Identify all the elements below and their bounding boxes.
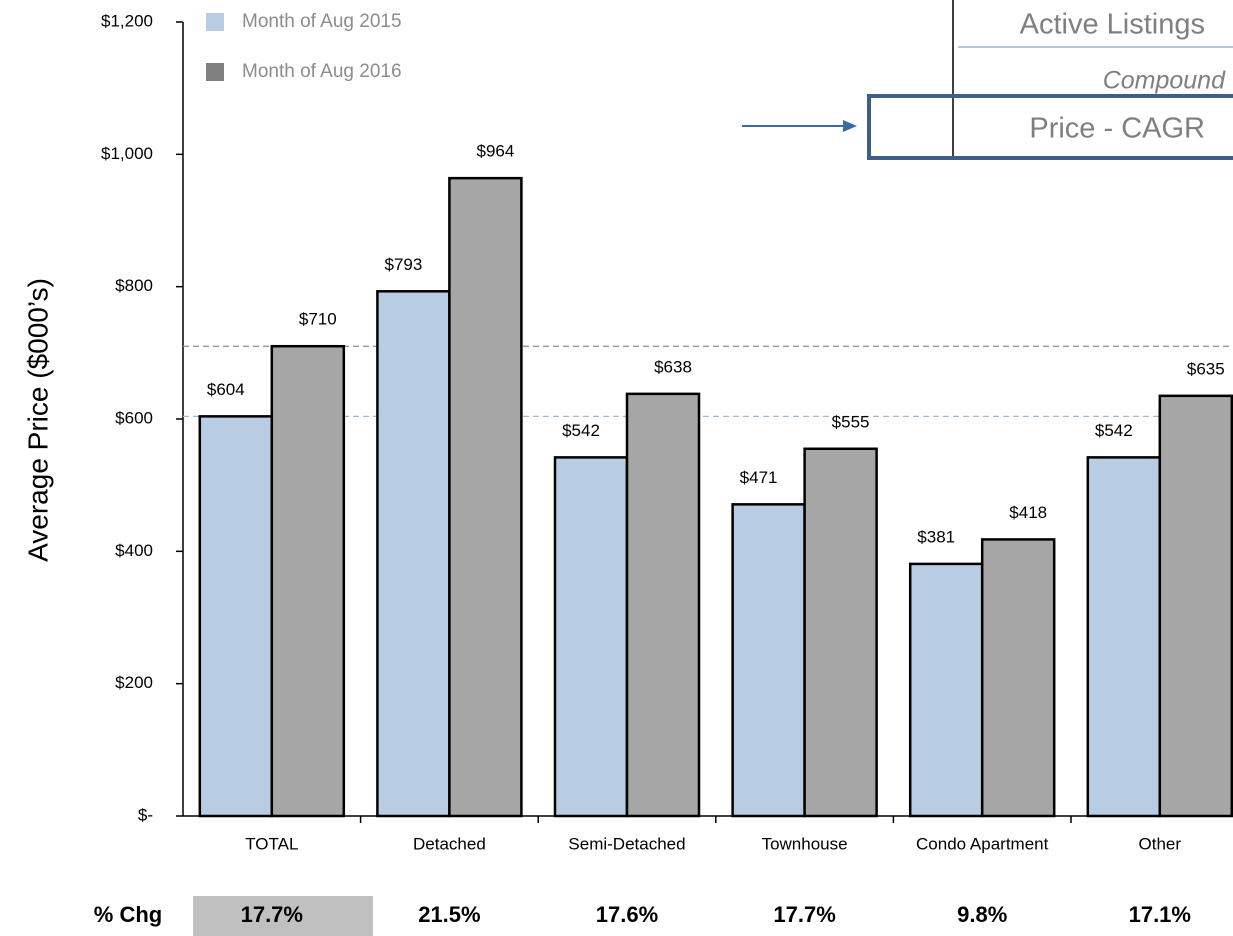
legend-label: Month of Aug 2015 (242, 11, 402, 32)
x-tick-label: TOTAL (245, 834, 298, 853)
y-tick-label: $- (138, 805, 153, 824)
y-axis-title: Average Price ($000’s) (22, 278, 53, 562)
pct-change-label: % Chg (94, 902, 162, 927)
bar (731, 503, 806, 818)
pct-change: 17.7% (773, 902, 835, 927)
data-label: $542 (1095, 421, 1133, 440)
inset-text: Active Listings (1020, 9, 1205, 41)
y-tick-label: $800 (115, 276, 153, 295)
inset-text: Price - CAGR (1029, 113, 1205, 145)
bar (980, 538, 1056, 818)
arrow-head (843, 120, 857, 132)
data-label: $418 (1009, 503, 1047, 522)
y-tick-label: $1,200 (101, 11, 153, 30)
data-label: $710 (299, 310, 337, 329)
legend-swatch (206, 63, 224, 81)
x-tick-label: Townhouse (762, 834, 848, 853)
pct-change: 17.1% (1129, 902, 1191, 927)
x-tick-label: Detached (413, 834, 486, 853)
highlight-box (867, 94, 1233, 160)
bar (625, 392, 701, 818)
bar (908, 562, 984, 818)
highlight-cell (193, 896, 373, 936)
bar (448, 176, 523, 818)
pct-change: 17.6% (596, 902, 658, 927)
legend-label: Month of Aug 2016 (242, 61, 402, 82)
legend-swatch (206, 13, 224, 31)
pct-change: 9.8% (957, 902, 1007, 927)
bar (803, 447, 878, 818)
bar (270, 344, 346, 818)
pct-change: 17.7% (241, 902, 303, 927)
data-label: $381 (917, 527, 955, 546)
data-label: $793 (384, 255, 422, 274)
x-tick-label: Condo Apartment (916, 834, 1049, 853)
data-label: $542 (562, 421, 600, 440)
data-label: $604 (207, 380, 245, 399)
x-tick-label: Other (1139, 834, 1182, 853)
data-label: $964 (476, 142, 514, 161)
data-label: $471 (740, 468, 778, 487)
y-tick-label: $1,000 (101, 144, 153, 163)
bar (198, 415, 274, 818)
plot: $- $200 $400 $600 $800 $1,000 $1,200 TOTAL $604 $… (94, 11, 1233, 927)
data-label: $555 (832, 412, 870, 431)
bar (1086, 456, 1162, 818)
inset-text: Compound (1103, 67, 1226, 95)
data-label: $638 (654, 357, 692, 376)
pct-change: 21.5% (418, 902, 480, 927)
y-tick-label: $200 (115, 673, 153, 692)
x-tick-label: Semi-Detached (568, 834, 685, 853)
bar (376, 290, 451, 818)
y-tick-label: $400 (115, 541, 153, 560)
data-label: $635 (1187, 359, 1225, 378)
bar (553, 456, 629, 818)
y-tick-label: $600 (115, 408, 153, 427)
bar (1158, 394, 1233, 818)
